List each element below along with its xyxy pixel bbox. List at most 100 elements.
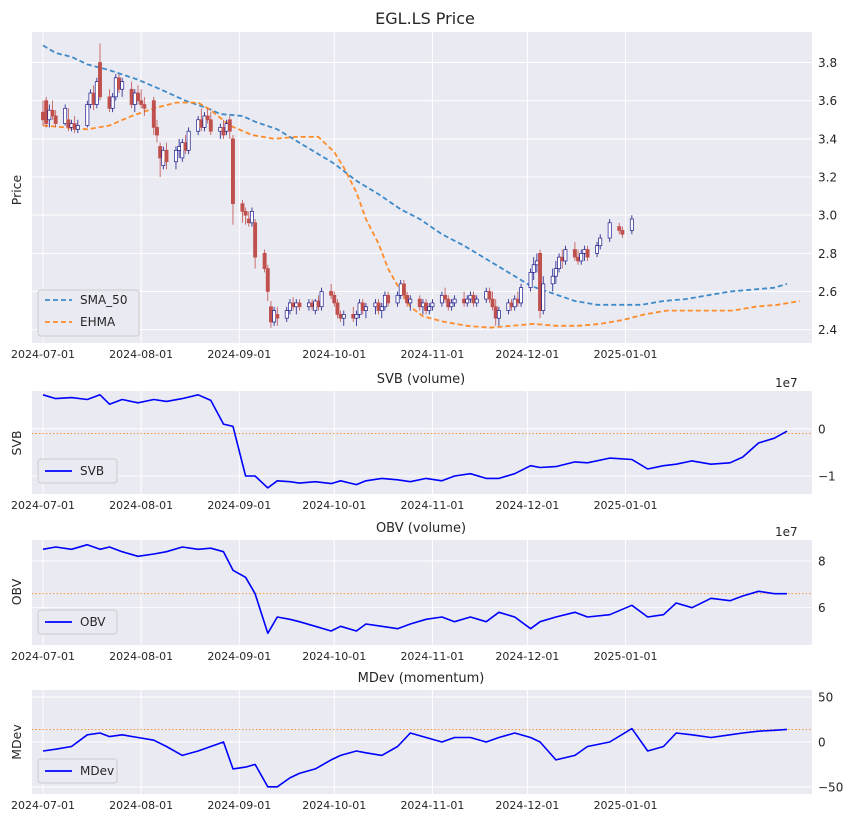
x-tick-label: 2024-08-01 [109, 799, 173, 812]
candle-body [186, 130, 191, 151]
candle-body [620, 230, 625, 235]
candle-body [443, 294, 448, 300]
candle-body [427, 306, 432, 311]
y-tick-label: 50 [818, 691, 833, 705]
candle-body [265, 268, 270, 292]
candle-body [354, 314, 359, 319]
candle-body [208, 119, 213, 132]
plot-area [32, 540, 812, 645]
candle-body [177, 146, 182, 151]
obv-y-label: OBV [9, 578, 24, 605]
plot-area [32, 32, 812, 343]
legend: SVB [37, 458, 118, 484]
x-tick-label: 2024-10-01 [302, 799, 366, 812]
candle-body [617, 226, 622, 231]
candle-body [471, 294, 476, 304]
legend-label: OBV [80, 615, 106, 629]
candle-body [373, 302, 378, 308]
candle-body [164, 149, 169, 163]
legend-label: SVB [80, 464, 104, 478]
legend: OBV [37, 609, 118, 635]
candle-body [139, 100, 144, 105]
candle-body [430, 302, 435, 308]
candle-body [50, 109, 55, 117]
candle-body [329, 291, 334, 296]
x-tick-label: 2024-07-01 [11, 799, 75, 812]
candle-body [227, 119, 232, 132]
candle-body [496, 310, 501, 319]
candle-body [401, 283, 406, 296]
candle-body [576, 256, 580, 262]
candle-body [132, 92, 137, 105]
candle-body [493, 306, 498, 319]
x-tick-label: 2024-07-01 [11, 650, 75, 663]
candle-body [528, 272, 533, 289]
candle-body [557, 256, 562, 269]
candle-body [142, 104, 147, 109]
candle-body [63, 107, 68, 124]
plot-area [32, 391, 812, 494]
obv-title: OBV (volume) [376, 521, 466, 536]
sma-50-line [42, 44, 788, 306]
candle-body [231, 138, 235, 205]
x-tick-label: 2024-07-01 [11, 348, 75, 361]
x-tick-label: 2024-11-01 [400, 499, 464, 512]
x-tick-label: 2024-09-01 [207, 650, 271, 663]
x-tick-label: 2024-11-01 [400, 650, 464, 663]
candle-body [69, 123, 74, 128]
candle-body [183, 142, 188, 151]
legend-box [37, 609, 118, 635]
candle-body [376, 302, 381, 311]
candle-body [262, 252, 267, 269]
y-tick-label: 3.2 [818, 171, 837, 185]
ehma-line [42, 101, 800, 329]
candle-body [541, 283, 546, 311]
x-tick-label: 2024-12-01 [495, 799, 559, 812]
candle-body [272, 310, 277, 323]
candle-body [465, 298, 470, 304]
candle-body [417, 298, 422, 308]
candle-body [572, 249, 577, 258]
y-tick-label: 3.6 [818, 94, 837, 108]
legend-label: SMA_50 [80, 293, 127, 307]
candle-body [47, 109, 52, 121]
candle-body [158, 146, 163, 159]
x-tick-label: 2024-07-01 [11, 499, 75, 512]
candle-body [313, 300, 318, 311]
candle-body [563, 249, 568, 262]
candle-body [250, 210, 254, 224]
candle-body [335, 302, 340, 315]
candle-body [98, 62, 102, 98]
x-tick-label: 2024-09-01 [207, 499, 271, 512]
svb-panel: 2024-07-01 2024-08-01 2024-09-01 2024-10-01… [9, 372, 836, 512]
candle-body [85, 104, 90, 126]
candle-body [155, 127, 159, 136]
candle-body [379, 306, 384, 311]
candle-body [487, 291, 492, 300]
candle-body [94, 81, 99, 105]
candle-body [484, 291, 489, 300]
candle-body [75, 125, 80, 130]
legend: MDev [37, 758, 118, 784]
candle-body [395, 294, 400, 304]
mdev-title: MDev (momentum) [358, 671, 485, 686]
candle-body [607, 222, 612, 239]
x-tick-label: 2024-12-01 [495, 348, 559, 361]
legend: SMA_50 EHMA [37, 289, 140, 337]
candle-body [53, 115, 58, 124]
candle-body [129, 88, 134, 105]
candle-body [66, 119, 71, 128]
mdev-y-label: MDev [9, 724, 24, 760]
price-panel: 2024-07-01 2024-08-01 2024-09-01 2024-10-01… [9, 9, 837, 361]
candle-body [110, 96, 115, 109]
candle-body [386, 294, 391, 304]
obv-multiplier: 1e7 [775, 525, 798, 539]
x-tick-label: 2024-11-01 [400, 348, 464, 361]
legend-label: EHMA [80, 315, 116, 329]
candle-body [332, 294, 337, 304]
candle-body [205, 115, 210, 121]
x-tick-label: 2025-01-01 [594, 499, 658, 512]
candle-body [41, 111, 45, 121]
price-y-label: Price [9, 174, 24, 205]
candle-body [287, 302, 292, 311]
